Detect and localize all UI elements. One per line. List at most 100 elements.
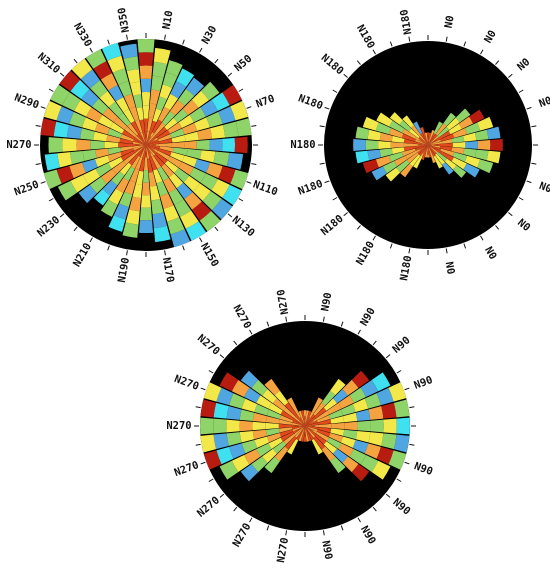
rose-center-ray bbox=[427, 144, 437, 151]
rose-sector-cell bbox=[56, 166, 74, 184]
rose-tick bbox=[285, 316, 288, 322]
rose-sector-cell bbox=[101, 168, 117, 184]
rose-angle-label: N270 bbox=[195, 332, 222, 357]
rose-sector-cell bbox=[185, 77, 205, 96]
rose-sector-cell bbox=[349, 449, 366, 465]
rose-sector-cell bbox=[305, 416, 316, 426]
rose-angle-label: N330 bbox=[71, 21, 94, 49]
rose-sector-cell bbox=[156, 150, 170, 161]
rose-sector-cell bbox=[206, 162, 223, 179]
rose-tick bbox=[48, 88, 54, 92]
rose-sector-cell bbox=[440, 148, 455, 157]
rose-sector-cell bbox=[330, 428, 345, 436]
rose-sector-cell bbox=[108, 188, 124, 205]
rose-tick bbox=[35, 125, 41, 127]
rose-sector-cell bbox=[428, 135, 439, 145]
rose-sector-cell bbox=[403, 146, 417, 152]
rose-sector-cell bbox=[439, 146, 453, 152]
rose-sector-cell bbox=[183, 175, 200, 192]
rose-sector-cell bbox=[378, 141, 391, 149]
rose-tick bbox=[126, 34, 128, 40]
rose-sector-cell bbox=[396, 417, 410, 435]
rose-sector-cell bbox=[342, 379, 359, 396]
rose-center-ray bbox=[419, 139, 429, 146]
rose-sector-cell bbox=[209, 138, 223, 152]
rose-sector-cell bbox=[415, 145, 428, 149]
rose-center-ray bbox=[427, 139, 437, 146]
rose-center-ray bbox=[145, 144, 152, 154]
rose-center-ray bbox=[137, 139, 147, 146]
rose-sector-cell bbox=[132, 183, 143, 199]
rose-sector-cell bbox=[394, 155, 408, 167]
rose-sector-cell bbox=[59, 70, 80, 92]
rose-sector-cell bbox=[408, 128, 420, 139]
rose-sector-cell bbox=[148, 103, 157, 119]
rose-sector-cell bbox=[229, 443, 246, 459]
rose-sector-cell bbox=[284, 402, 297, 416]
rose-angle-label: N180 bbox=[398, 255, 414, 282]
rose-sector-cell bbox=[367, 129, 382, 141]
rose-sector-cell bbox=[133, 145, 146, 149]
rose-sector-cell bbox=[428, 145, 442, 151]
rose-sector-cell bbox=[127, 123, 139, 136]
rose-angle-label: N90 bbox=[412, 460, 434, 478]
rose-sector-cell bbox=[159, 146, 174, 153]
rose-sector-cell bbox=[218, 106, 236, 124]
rose-tick bbox=[266, 525, 270, 531]
rose-angle-label: N270 bbox=[6, 139, 31, 151]
rose-sector-cell bbox=[328, 409, 343, 420]
rose-center-ray bbox=[427, 136, 434, 146]
rose-sector-cell bbox=[133, 94, 143, 109]
rose-sector-cell bbox=[119, 162, 132, 176]
rose-sector-cell bbox=[267, 409, 282, 420]
rose-sector-cell bbox=[66, 124, 82, 139]
rose-sector-cell bbox=[112, 160, 127, 175]
rose-sector-cell bbox=[226, 406, 242, 420]
rose-sector-cell bbox=[292, 420, 305, 426]
rose-angle-label: N180 bbox=[354, 23, 377, 51]
rose-sector-cell bbox=[360, 454, 379, 472]
rose-tick bbox=[526, 180, 532, 184]
rose-sector-cell bbox=[400, 163, 413, 178]
rose-sector-cell bbox=[169, 100, 185, 116]
rose-sector-cell bbox=[294, 416, 305, 426]
rose-sector-cell bbox=[360, 380, 379, 398]
rose-angle-label: N90 bbox=[319, 540, 334, 561]
rose-sector-cell bbox=[316, 415, 331, 423]
rose-sector-cell bbox=[442, 162, 454, 175]
rose-sector-cell bbox=[265, 416, 280, 424]
rose-tick bbox=[59, 213, 65, 218]
rose-sector-cell bbox=[244, 449, 261, 465]
rose-tick bbox=[463, 243, 467, 249]
rose-sector-cell bbox=[333, 389, 348, 404]
rose-sector-cell bbox=[370, 419, 384, 433]
rose-sector-cell bbox=[365, 140, 379, 150]
rose-sector-cell bbox=[375, 122, 392, 135]
rose-sector-cell bbox=[440, 133, 455, 142]
rose-sector-cell bbox=[379, 148, 393, 158]
rose-tick bbox=[246, 106, 252, 109]
rose-sector-cell bbox=[268, 437, 283, 449]
rose-sector-cell bbox=[200, 81, 220, 101]
rose-sector-cell bbox=[113, 117, 128, 130]
rose-sector-cell bbox=[200, 173, 218, 191]
rose-sector-cell bbox=[182, 122, 198, 135]
rose-sector-cell bbox=[137, 38, 155, 53]
rose-tick bbox=[238, 198, 244, 202]
rose-sector-cell bbox=[362, 116, 379, 131]
rose-sector-cell bbox=[146, 141, 160, 145]
rose-sector-cell bbox=[82, 149, 97, 162]
rose-center-ray bbox=[304, 417, 311, 427]
rose-center-ray bbox=[145, 139, 155, 146]
rose-sector-cell bbox=[477, 116, 494, 131]
rose-sector-cell bbox=[158, 148, 172, 157]
rose-sector-cell bbox=[164, 160, 179, 173]
rose-sector-cell bbox=[446, 117, 460, 130]
rose-sector-cell bbox=[164, 117, 178, 131]
rose-sector-cell bbox=[93, 131, 108, 142]
rose-sector-cell bbox=[477, 140, 491, 150]
rose-sector-cell bbox=[440, 143, 453, 147]
rose-sector-cell bbox=[203, 450, 222, 470]
rose-tick bbox=[40, 181, 46, 184]
rose-sector-cell bbox=[152, 212, 168, 229]
